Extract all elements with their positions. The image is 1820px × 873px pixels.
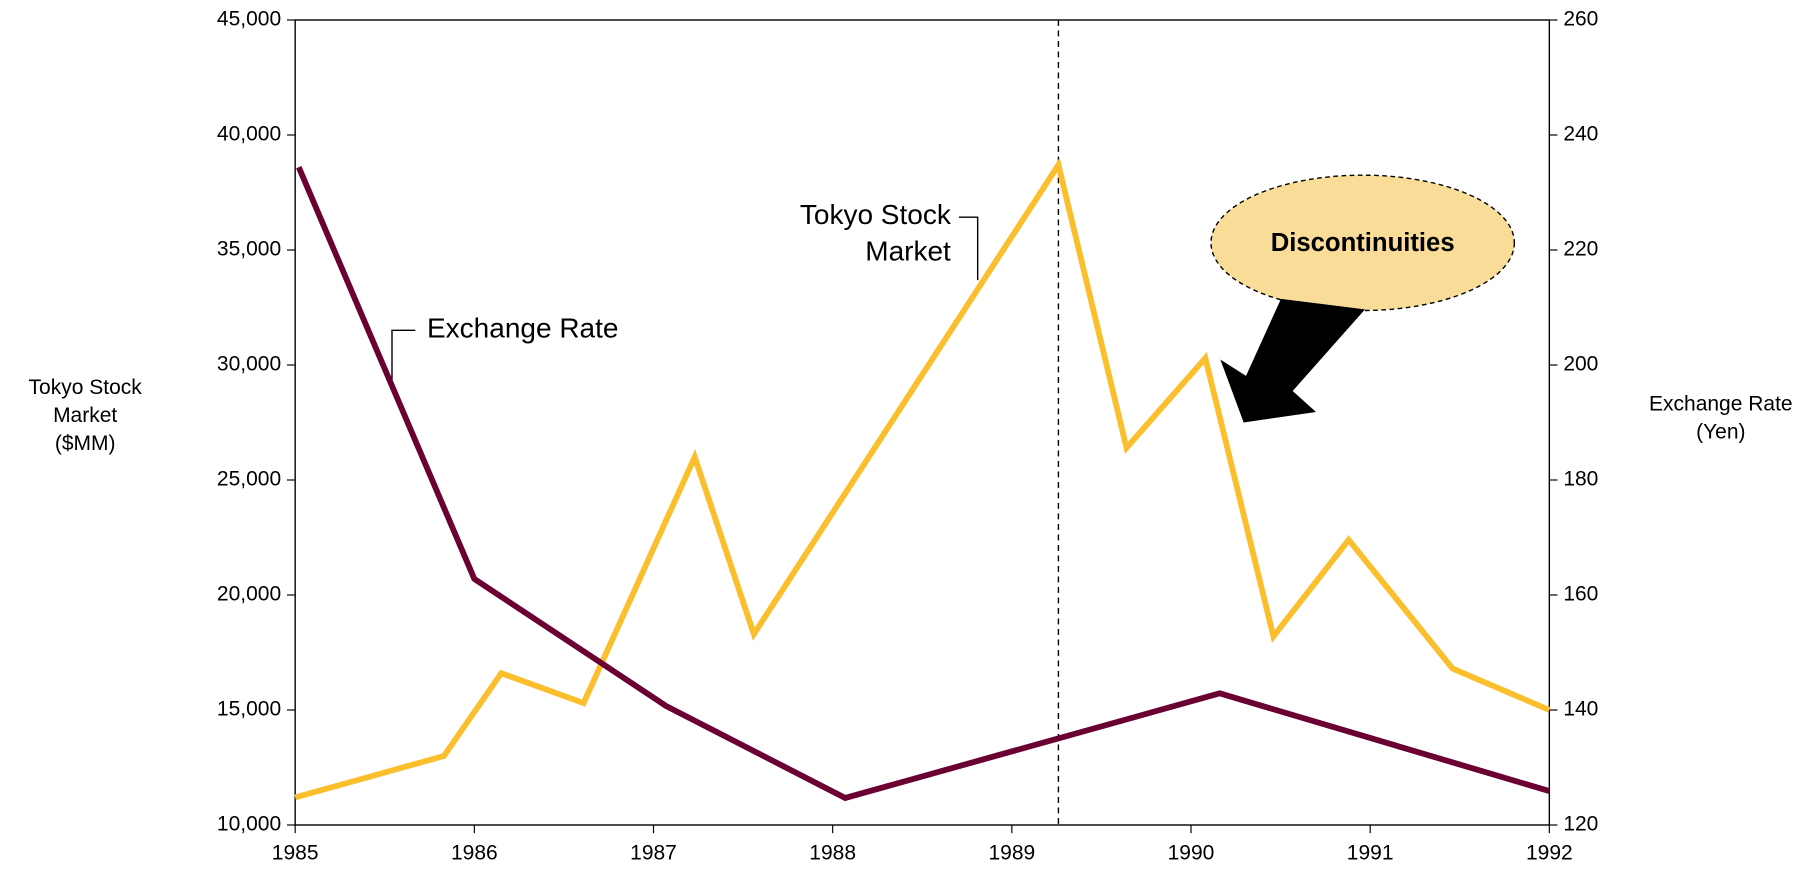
y-tick-label: 20,000 <box>217 583 281 606</box>
x-tick-label: 1987 <box>630 842 677 865</box>
plot-frame <box>294 19 1551 826</box>
x-tick-label: 1988 <box>809 842 856 865</box>
y2-tick-label: 120 <box>1563 813 1598 836</box>
y-tick-label: 30,000 <box>217 353 281 376</box>
y-tick-label: 45,000 <box>217 8 281 31</box>
y-axis-label: Tokyo Stock <box>29 376 143 399</box>
x-tick-label: 1990 <box>1168 842 1215 865</box>
leader-line <box>391 329 416 380</box>
series-label: Tokyo Stock Market <box>800 200 952 267</box>
annotation-text: Discontinuities <box>1271 229 1455 257</box>
x-tick-label: 1991 <box>1347 842 1394 865</box>
y-axis-label: ($MM) <box>55 432 116 455</box>
y-tick-label: 40,000 <box>217 123 281 146</box>
y2-tick-label: 180 <box>1563 468 1598 491</box>
y2-tick-label: 240 <box>1563 123 1598 146</box>
y-tick-label: 35,000 <box>217 238 281 261</box>
y2-tick-label: 220 <box>1563 238 1598 261</box>
y2-axis-label: Exchange Rate <box>1649 393 1793 416</box>
series-line <box>296 166 1551 802</box>
y-axis-label: Market <box>53 404 117 427</box>
annotation-bubble <box>1210 174 1516 312</box>
y2-axis-label: (Yen) <box>1696 421 1745 444</box>
y2-tick-label: 160 <box>1563 583 1598 606</box>
annotation-arrow <box>1220 298 1365 423</box>
y-tick-label: 25,000 <box>217 468 281 491</box>
y2-tick-label: 200 <box>1563 353 1598 376</box>
y2-tick-label: 140 <box>1563 698 1598 721</box>
y-tick-label: 15,000 <box>217 698 281 721</box>
x-tick-label: 1985 <box>272 842 319 865</box>
x-tick-label: 1992 <box>1526 842 1573 865</box>
series-line <box>294 157 1551 801</box>
leader-line <box>959 216 979 281</box>
x-tick-label: 1989 <box>988 842 1035 865</box>
x-tick-label: 1986 <box>451 842 498 865</box>
y2-tick-label: 260 <box>1563 8 1598 31</box>
y-tick-label: 10,000 <box>217 813 281 836</box>
series-label: Exchange Rate <box>427 313 618 344</box>
